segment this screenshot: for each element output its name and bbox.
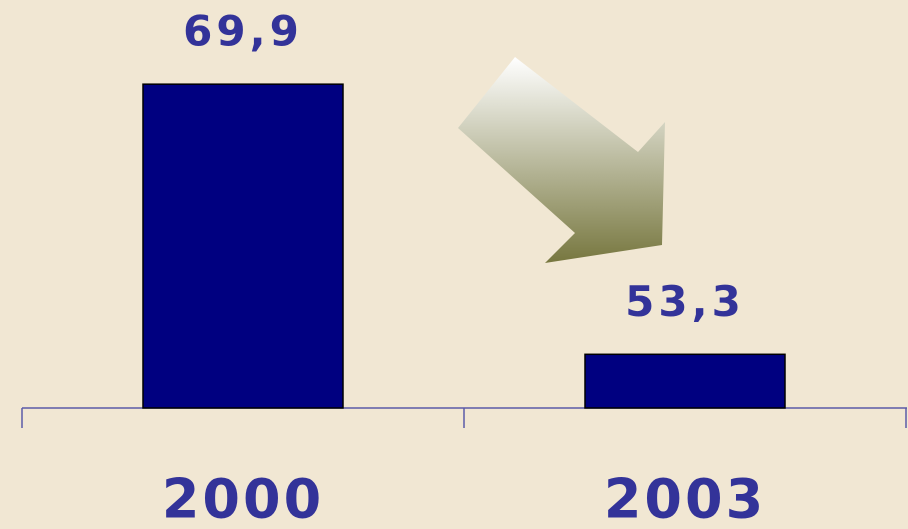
x-tick-label: 2000 [162,468,324,529]
bar [584,353,786,409]
value-label: 69,9 [183,7,303,56]
trend-arrow [458,57,665,263]
value-label: 53,3 [625,277,745,326]
x-tick-label: 2003 [604,468,766,529]
bar [142,83,344,409]
